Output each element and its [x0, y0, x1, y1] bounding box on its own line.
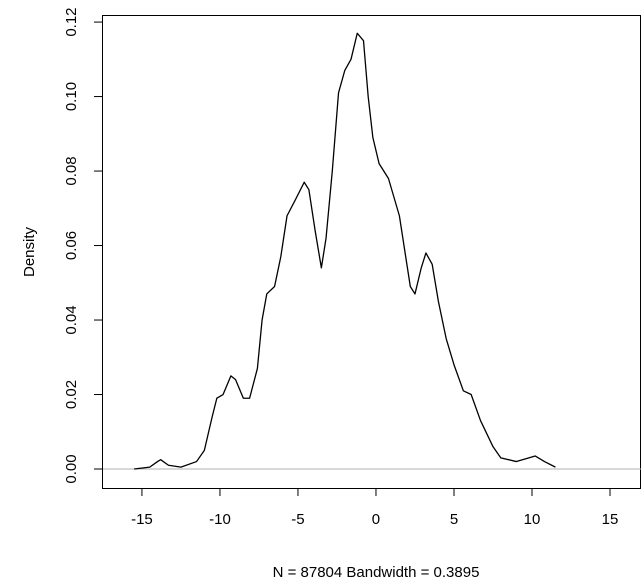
y-axis-label: Density: [21, 226, 38, 277]
density-line: [134, 32, 556, 470]
x-tick-label: -15: [131, 511, 153, 528]
x-tick-label: 0: [372, 511, 380, 528]
y-tick-label: 0.10: [63, 82, 80, 111]
x-tick-label: 5: [450, 511, 458, 528]
y-tick-label: 0.08: [63, 156, 80, 185]
plot-box: [102, 15, 641, 489]
y-tick-label: 0.02: [63, 380, 80, 409]
y-tick-label: 0.06: [63, 231, 80, 260]
y-tick-label: 0.12: [63, 7, 80, 36]
x-tick-label: -10: [209, 511, 231, 528]
x-tick-label: -5: [291, 511, 304, 528]
x-tick-label: 15: [602, 511, 619, 528]
y-tick-label: 0.00: [63, 454, 80, 483]
x-axis-label: N = 87804 Bandwidth = 0.3895: [273, 564, 480, 581]
x-tick-label: 10: [524, 511, 541, 528]
y-tick-label: 0.04: [63, 305, 80, 334]
